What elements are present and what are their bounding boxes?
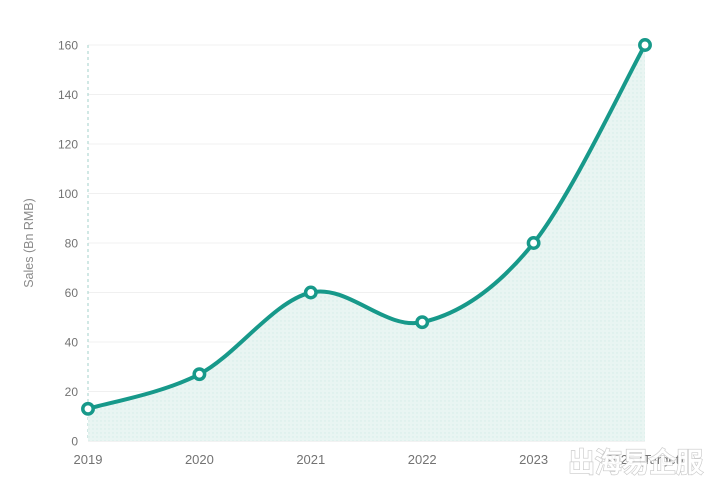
y-tick-140: 140	[58, 88, 78, 102]
y-tick-100: 100	[58, 187, 78, 201]
y-axis-tick-labels: 0 20 40 60 80 100 120 140 160	[58, 39, 78, 449]
x-tick-2025 (Target): 2025 (Target)	[606, 452, 683, 467]
y-tick-80: 80	[65, 237, 79, 251]
data-point-2020[interactable]	[192, 367, 207, 382]
x-tick-2022: 2022	[408, 452, 437, 467]
x-tick-2019: 2019	[74, 452, 103, 467]
x-tick-2023: 2023	[519, 452, 548, 467]
data-point-2021[interactable]	[303, 285, 318, 300]
y-axis-title: Sales (Bn RMB)	[22, 198, 36, 288]
y-tick-160: 160	[58, 39, 78, 53]
data-point-markers	[81, 38, 652, 416]
y-tick-40: 40	[65, 336, 79, 350]
y-tick-60: 60	[65, 286, 79, 300]
data-point-2022[interactable]	[415, 315, 430, 330]
x-tick-2021: 2021	[296, 452, 325, 467]
series-area-fill	[88, 45, 645, 441]
x-axis-tick-labels: 2019 2020 2021 2022 2023 2025 (Target)	[74, 452, 684, 467]
x-tick-2020: 2020	[185, 452, 214, 467]
y-tick-20: 20	[65, 385, 79, 399]
y-tick-0: 0	[71, 435, 78, 449]
y-tick-120: 120	[58, 138, 78, 152]
data-point-2019[interactable]	[81, 401, 95, 416]
data-point-2025 (Target)[interactable]	[638, 38, 652, 52]
data-point-2023[interactable]	[526, 236, 541, 250]
watermark: 出海易企服	[568, 447, 704, 478]
gridlines	[88, 44, 645, 392]
